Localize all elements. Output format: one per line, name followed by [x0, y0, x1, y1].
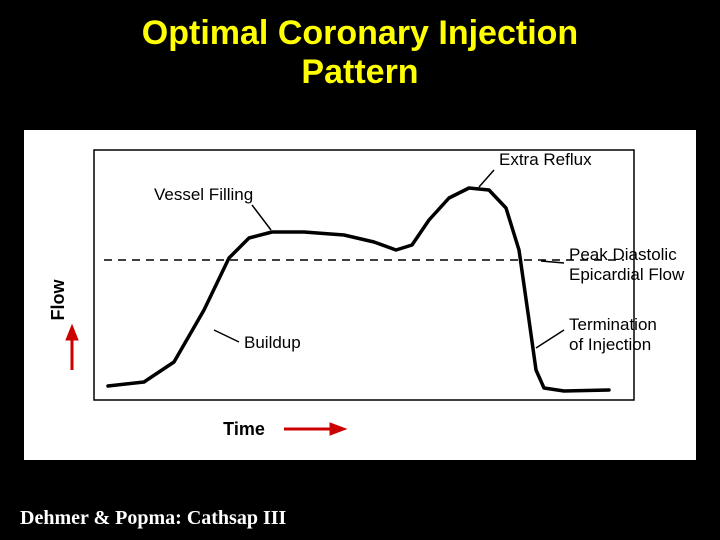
x-axis-label: Time — [223, 419, 265, 439]
flow-arrow-icon — [66, 325, 78, 370]
peak-diastolic-label-l2: Epicardial Flow — [569, 265, 685, 284]
termination-label-l2: of Injection — [569, 335, 651, 354]
buildup-pointer — [214, 330, 239, 342]
buildup-label: Buildup — [244, 333, 301, 352]
slide-root: Optimal Coronary Injection Pattern Flow … — [0, 0, 720, 540]
citation-text: Dehmer & Popma: Cathsap III — [20, 507, 286, 530]
vessel-filling-pointer — [252, 205, 271, 230]
peak-diastolic-pointer — [541, 261, 564, 263]
title-line-1: Optimal Coronary Injection — [142, 14, 578, 52]
extra-reflux-label: Extra Reflux — [499, 150, 592, 169]
peak-diastolic-label-l1: Peak Diastolic — [569, 245, 677, 264]
termination-label-l1: Termination — [569, 315, 657, 334]
chart-panel: Flow Time Vessel Filling Extra Reflux — [24, 130, 696, 460]
slide-title: Optimal Coronary Injection Pattern — [0, 0, 720, 92]
time-arrow-icon — [284, 423, 346, 435]
injection-curve — [108, 188, 609, 391]
termination-pointer — [536, 330, 564, 348]
chart-svg: Flow Time Vessel Filling Extra Reflux — [24, 130, 696, 460]
extra-reflux-pointer — [479, 170, 494, 187]
vessel-filling-label: Vessel Filling — [154, 185, 253, 204]
y-axis-label: Flow — [48, 279, 68, 321]
title-line-2: Pattern — [301, 53, 418, 91]
